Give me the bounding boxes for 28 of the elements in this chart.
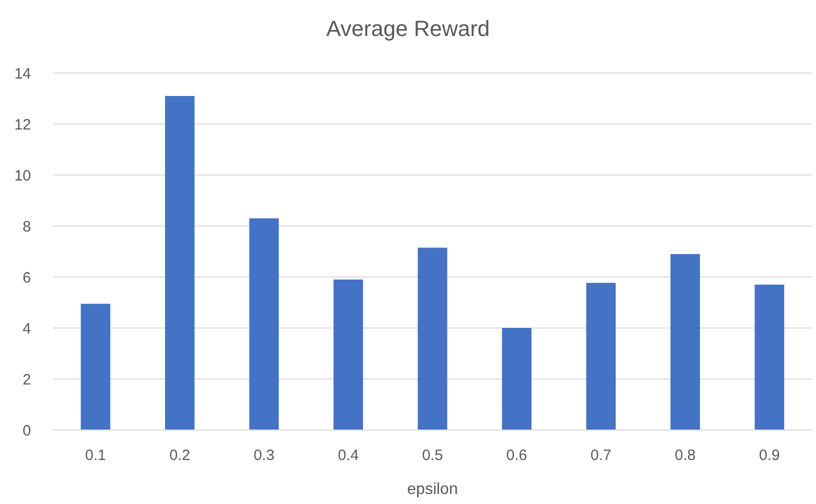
x-tick-label: 0.8 [674,447,696,464]
bar [502,328,532,430]
bar [334,280,363,430]
x-tick-label: 0.1 [85,447,106,464]
x-tick-label: 0.4 [338,447,359,464]
bar [670,254,700,430]
bar [165,96,195,430]
bar [418,248,448,430]
y-tick-label: 4 [22,320,31,338]
y-tick-label: 14 [14,65,31,82]
x-tick-label: 0.3 [254,447,274,464]
y-tick-label: 2 [22,371,31,388]
bar [586,282,616,430]
x-tick-label: 0.6 [506,447,528,464]
bar [754,284,784,430]
x-tick-label: 0.9 [759,447,780,464]
y-tick-label: 0 [22,422,31,440]
chart-title: Average Reward [326,16,490,41]
bar [80,304,110,430]
y-tick-label: 12 [14,116,31,134]
x-tick-label: 0.7 [590,447,612,464]
x-axis-title: epsilon [407,481,458,498]
x-tick-label: 0.5 [422,447,443,464]
y-tick-label: 6 [22,269,31,286]
y-tick-label: 10 [14,167,31,184]
y-tick-label: 8 [22,218,31,236]
x-tick-label: 0.2 [169,447,190,464]
bar [249,218,279,430]
